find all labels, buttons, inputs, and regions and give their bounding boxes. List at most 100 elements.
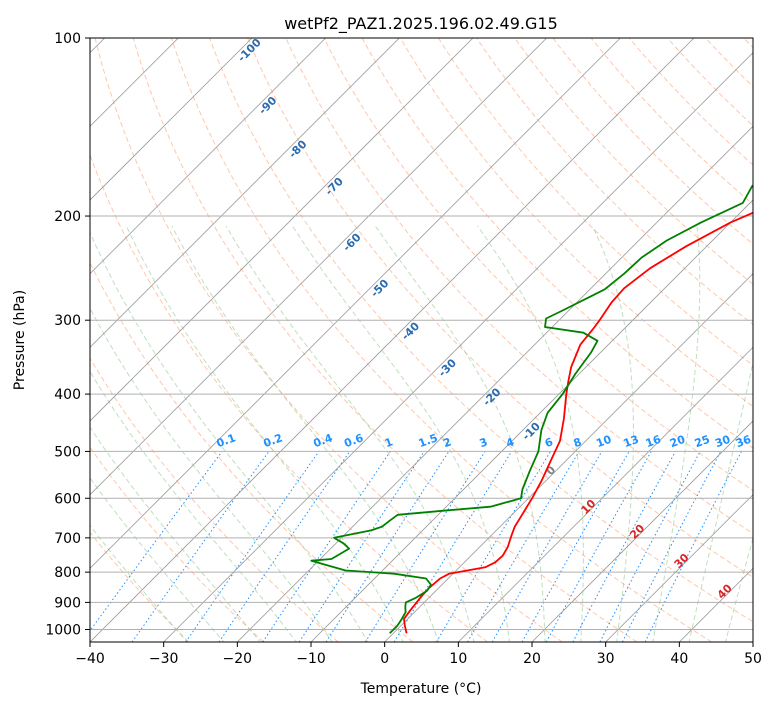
moist-adiabat [90,370,297,642]
profiles [310,184,753,634]
mixing-ratio-line [491,451,603,642]
dry-adiabat [90,261,414,642]
y-tick-label: 300 [54,313,81,329]
mixing-ratio-line [131,451,270,642]
dry-adiabat [285,38,753,535]
moist-adiabat [592,225,634,642]
isotherm [458,346,753,642]
mixing-ratio-label: 36 [734,433,753,451]
moist-adiabat [292,225,510,642]
moist-adiabat [374,225,546,642]
plot-frame [89,37,754,643]
mixing-ratio-label: 0.2 [262,431,285,450]
moist-adiabat [225,225,475,642]
moist-adiabat [477,225,584,642]
x-tick-label: 0 [380,651,389,667]
moist-adiabat [90,476,225,642]
temperature-profile [403,211,753,634]
mixing-ratio-label: 3 [478,435,490,450]
mixing-ratio-label: 25 [693,433,712,450]
mixing-ratio-line [467,451,580,642]
mixing-ratio-line [435,451,552,642]
mixing-ratio-label: 8 [572,435,584,450]
dry-adiabat [323,38,753,492]
dry-adiabat [209,38,753,623]
dewpoint-profile [310,184,753,634]
dry-adiabat [552,38,753,245]
y-tick-label: 400 [54,387,81,403]
dry-adiabat [90,357,339,642]
x-axis-label: Temperature (°C) [360,681,482,697]
isotherm [163,52,753,642]
dry-adiabat [94,38,563,642]
mixing-ratio-label: 20 [668,433,687,451]
mixing-ratio-label: 6 [543,435,555,450]
isotherm [90,38,474,422]
dry-adiabat [132,38,638,642]
y-axis-label: Pressure (hPa) [12,290,28,390]
moist-adiabat [90,524,188,642]
mixing-ratio-label: 1 [383,435,395,450]
mixing-ratio-label: 1.5 [417,431,440,450]
moist-adiabat [125,225,404,642]
mixing-ratio-label: 13 [622,433,641,450]
y-tick-label: 700 [54,531,81,547]
dry-adiabat [170,38,712,642]
mixing-ratio-label: 0.6 [342,431,365,450]
mixing-ratio-label: 10 [594,433,613,451]
isotherm [237,125,753,642]
y-tick-label: 500 [54,444,81,460]
dry-adiabat [247,38,753,578]
y-tick-label: 200 [54,209,81,225]
dry-adiabat [590,38,753,206]
isotherm [384,273,753,642]
dry-adiabat [90,531,190,642]
mixing-ratio-line [572,451,676,642]
mixing-ratio-line [521,451,630,642]
mixing-ratio-line [545,451,652,642]
y-tick-label: 600 [54,491,81,507]
x-tick-label: 50 [744,651,762,667]
mixing-ratio-label: 0.4 [312,431,335,450]
moist-adiabat [90,426,261,642]
mixing-ratio-label: 30 [713,433,732,451]
dry-adiabat [476,38,753,326]
y-tick-label: 900 [54,595,81,611]
x-tick-label: 10 [449,651,467,667]
moist-adiabat [90,307,333,642]
x-tick-label: −10 [296,651,326,667]
grid-lines [90,38,753,642]
mixing-ratio-label: 2 [442,435,454,450]
y-tick-label: 800 [54,565,81,581]
dry-adiabat [399,38,753,408]
mixing-ratio-label: 0.1 [215,431,238,450]
x-tick-label: 20 [523,651,541,667]
isotherm [605,494,753,642]
mixing-ratio-line [364,451,486,642]
x-tick-label: −40 [75,651,105,667]
isotherm [531,420,753,642]
x-tick-label: 40 [670,651,688,667]
mixing-ratio-line [90,451,223,632]
moist-adiabat [171,225,440,642]
x-tick-label: −30 [149,651,179,667]
isotherm [90,38,547,496]
x-tick-label: −20 [223,651,253,667]
y-tick-label: 1000 [45,622,81,638]
isotherm [310,199,753,642]
mixing-ratio-line [218,451,351,642]
dry-adiabat [90,153,488,642]
chart-title: wetPf2_PAZ1.2025.196.02.49.G15 [284,14,558,34]
mixing-ratio-line [325,451,450,642]
mixing-ratio-line [393,451,513,642]
dry-adiabat [437,38,753,366]
mixing-ratio-label: 4 [504,435,516,450]
y-tick-label: 100 [54,31,81,47]
x-tick-label: 30 [597,651,615,667]
isotherm [90,38,400,348]
isotherm [90,38,695,642]
isotherm [90,38,253,201]
axis-ticks: −40 −30 −20 −10 0 10 20 30 40 5010020030040050060… [45,31,762,667]
